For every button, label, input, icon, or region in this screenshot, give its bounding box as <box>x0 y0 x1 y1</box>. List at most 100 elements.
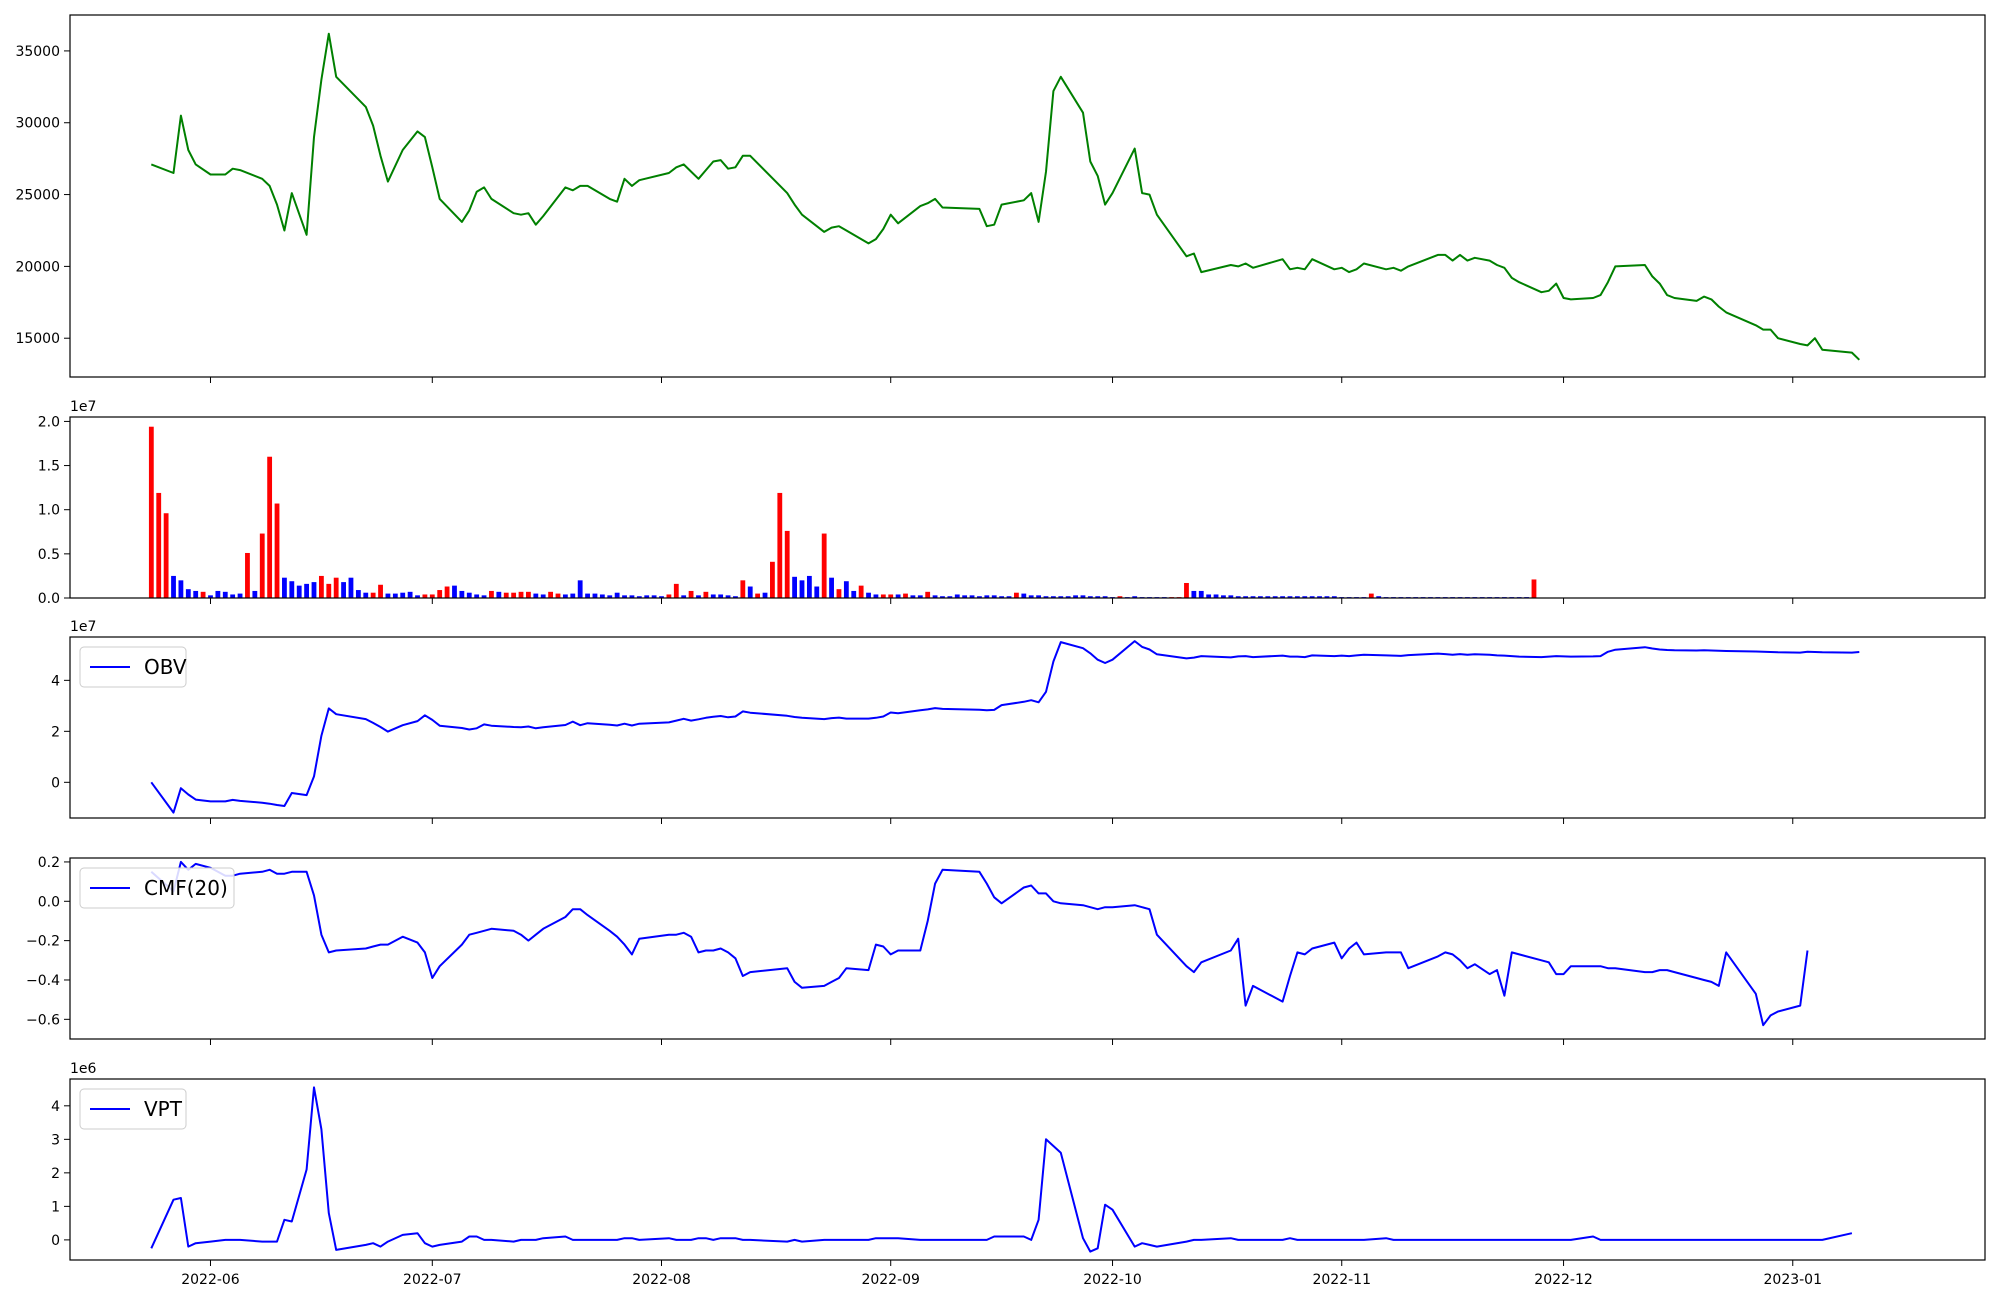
price-ytick-label: 20000 <box>15 259 60 275</box>
volume-bar <box>548 591 554 598</box>
volume-bar <box>696 595 701 598</box>
volume-bar <box>489 590 494 598</box>
volume-bar <box>1243 596 1249 598</box>
volume-bar <box>378 584 383 598</box>
volume-bar <box>1080 595 1086 598</box>
volume-ytick-label: 1.0 <box>38 503 60 519</box>
obv-line <box>150 640 1860 814</box>
cmf-ytick-label: 0.2 <box>38 855 60 871</box>
vpt-ytick-label: 1 <box>51 1199 60 1215</box>
volume-ytick-label: 0.5 <box>38 547 60 563</box>
volume-bar <box>1272 596 1278 598</box>
volume-bar <box>599 594 605 598</box>
volume-bar <box>1368 593 1374 598</box>
vpt-line <box>150 1086 1853 1253</box>
volume-bar <box>171 575 176 598</box>
volume-bar <box>185 589 191 598</box>
volume-bar <box>355 590 361 598</box>
volume-bar <box>1087 596 1093 598</box>
volume-bar <box>1213 594 1219 598</box>
vpt-ytick-label: 4 <box>51 1099 60 1115</box>
volume-ytick-label: 2.0 <box>38 414 60 430</box>
volume-axes-frame <box>69 416 1986 599</box>
volume-bar <box>755 593 761 598</box>
volume-bar <box>1250 596 1256 598</box>
volume-bar <box>422 594 428 598</box>
volume-bar <box>555 593 561 598</box>
price-ytick-label: 30000 <box>15 116 60 132</box>
panels: 15000 20000 25000 30000 35000 0.0 0.5 1.0 1.5 2.0… <box>15 14 1986 1288</box>
volume-bar <box>829 577 834 598</box>
volume-bar <box>407 591 413 598</box>
volume-bar <box>792 576 797 598</box>
volume-bar <box>481 595 487 598</box>
volume-bar <box>932 595 938 598</box>
vpt-offset-label: 1e6 <box>70 1061 97 1077</box>
volume-bar <box>570 593 576 598</box>
volume-bar <box>1324 596 1330 598</box>
panel-volume: 0.0 0.5 1.0 1.5 2.0 1e7 <box>38 399 1986 607</box>
volume-bar <box>954 594 960 598</box>
volume-bar <box>673 583 679 598</box>
panel-price: 15000 20000 25000 30000 35000 <box>15 14 1986 383</box>
volume-bar <box>688 590 694 598</box>
volume-bar <box>888 594 894 598</box>
volume-offset-label: 1e7 <box>70 399 96 415</box>
volume-bar <box>917 595 923 598</box>
volume-bar <box>1228 595 1234 598</box>
obv-legend-box <box>79 646 187 688</box>
volume-bar <box>651 595 657 598</box>
volume-bar <box>1280 596 1285 598</box>
cmf-axes-frame <box>69 857 1986 1040</box>
volume-bar <box>806 575 812 598</box>
volume-bar <box>873 594 879 598</box>
volume-bar <box>614 592 620 598</box>
volume-bar <box>1221 595 1226 598</box>
volume-bar <box>429 594 435 598</box>
volume-bar <box>843 581 849 598</box>
volume-bar <box>178 580 184 598</box>
volume-bar <box>592 593 598 598</box>
volume-bar <box>710 594 716 598</box>
volume-series <box>148 426 1537 598</box>
volume-bar <box>252 590 258 598</box>
price-line <box>150 32 1860 361</box>
volume-bar <box>1006 596 1012 598</box>
volume-bar <box>1287 596 1293 598</box>
volume-bar <box>1028 595 1034 598</box>
cmf-ytick-label: −0.4 <box>26 973 60 989</box>
volume-bar <box>526 591 531 598</box>
obv-axes-frame <box>69 636 1986 819</box>
volume-bar <box>503 592 509 598</box>
volume-bar <box>1102 596 1108 598</box>
volume-bar <box>644 595 650 598</box>
volume-bar <box>725 595 731 598</box>
volume-bar <box>1073 595 1078 598</box>
cmf-legend-box <box>79 867 235 909</box>
volume-bar <box>910 595 916 598</box>
volume-bar <box>1184 582 1189 598</box>
obv-legend-label: OBV <box>144 655 187 679</box>
cmf-legend-label: CMF(20) <box>144 876 228 900</box>
xtick-label: 2022-08 <box>632 1272 691 1288</box>
cmf-ytick-label: −0.2 <box>26 934 60 950</box>
volume-bar <box>1065 596 1071 598</box>
volume-bar <box>200 591 206 598</box>
volume-bar <box>733 596 738 598</box>
volume-bar <box>866 592 871 598</box>
volume-bar <box>274 503 280 598</box>
vpt-legend-box <box>79 1088 187 1130</box>
xtick-label: 2022-12 <box>1534 1272 1593 1288</box>
volume-bar <box>245 552 250 598</box>
vpt-ytick-label: 2 <box>51 1166 60 1182</box>
volume-bar <box>474 594 480 598</box>
vpt-legend-label: VPT <box>144 1097 183 1121</box>
volume-bar <box>585 593 590 598</box>
obv-offset-label: 1e7 <box>70 619 96 635</box>
volume-bar <box>318 575 324 598</box>
volume-bar <box>969 595 975 598</box>
volume-bar <box>1302 596 1308 598</box>
obv-series <box>150 640 1860 814</box>
cmf-ytick-label: 0.0 <box>38 894 60 910</box>
volume-bar <box>1132 596 1138 598</box>
